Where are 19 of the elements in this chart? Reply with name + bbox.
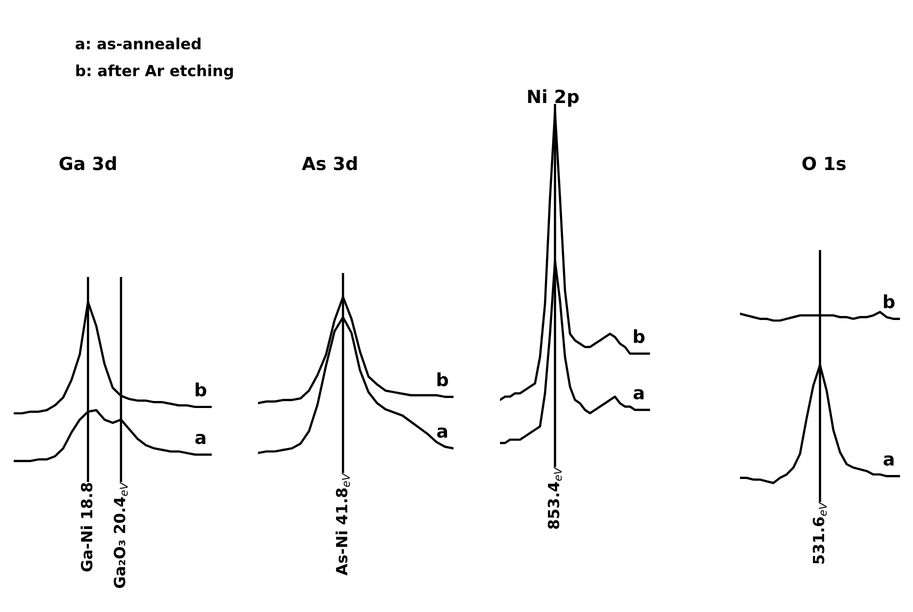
- series-label: a: [195, 434, 206, 444]
- chart-title: Ni 2p: [528, 89, 579, 107]
- series-label: b: [437, 372, 448, 386]
- text: 531.6$_{eV}$: [812, 502, 827, 564]
- chart-title: O 1s: [802, 156, 846, 170]
- series-label: b: [196, 382, 206, 396]
- chart-title: As 3d: [302, 156, 357, 170]
- series-label: b: [884, 294, 895, 308]
- text: As-Ni 41.8$_{eV}$: [336, 472, 350, 576]
- chart-title: Ga 3d: [60, 156, 116, 170]
- series-label: a: [634, 389, 644, 400]
- text: a: as-annealed: [76, 38, 200, 50]
- text: Ga-Ni 18.8: [80, 482, 92, 572]
- text: 853.4$_{eV}$: [548, 466, 562, 529]
- series-label: a: [884, 455, 894, 466]
- series-label: a: [437, 428, 448, 438]
- series-label: b: [634, 329, 645, 344]
- text: Ga₂O₃ 20.4$_{eV}$: [114, 482, 128, 588]
- text: b: after Ar etching: [76, 64, 233, 80]
